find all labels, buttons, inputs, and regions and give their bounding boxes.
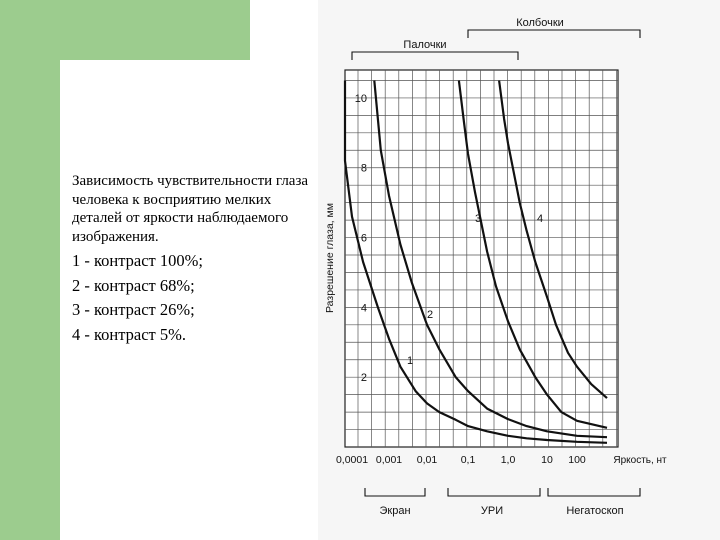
top-bracket-cones xyxy=(467,29,641,38)
region-label-rods: Палочки xyxy=(403,39,446,51)
x-tick-label: 0,0001 xyxy=(336,454,368,466)
x-tick-label: 10 xyxy=(541,454,553,466)
x-tick-label: 0,01 xyxy=(417,454,438,466)
x-tick-label: 1,0 xyxy=(501,454,516,466)
bottom-bracket-negatoscope xyxy=(547,488,641,497)
curve-label-3: 3 xyxy=(475,213,481,225)
y-tick-label: 4 xyxy=(361,302,367,314)
y-axis-label: Разрешение глаза, мм xyxy=(324,203,336,313)
plot-frame xyxy=(344,69,619,448)
legend-item-2: 2 - контраст 68%; xyxy=(72,275,195,295)
curve-label-4: 4 xyxy=(537,213,543,225)
curve-3 xyxy=(457,80,608,429)
legend-item-3: 3 - контраст 26%; xyxy=(72,300,195,319)
top-bracket-rods xyxy=(351,51,519,60)
x-tick-label: 100 xyxy=(568,454,586,466)
legend-item-1: 1 - контраст 100%; xyxy=(72,251,203,270)
green-side-band xyxy=(0,60,60,540)
bottom-region-negatoscope: Негатоскоп xyxy=(566,505,623,517)
y-tick-label: 8 xyxy=(361,163,367,175)
x-tick-label: 0,1 xyxy=(461,454,476,466)
bottom-bracket-uri xyxy=(447,488,541,497)
y-tick-label: 2 xyxy=(361,372,367,384)
curve-label-1: 1 xyxy=(407,355,413,367)
caption-legend: 1 - контраст 100%; 2 - контраст 68%; 3 -… xyxy=(72,249,312,347)
bottom-region-screen: Экран xyxy=(379,505,410,517)
legend-item-4: 4 - контраст 5%. xyxy=(72,324,187,344)
bottom-bracket-screen xyxy=(364,488,426,497)
region-label-cones: Колбочки xyxy=(516,17,564,29)
y-tick-label: 6 xyxy=(361,233,367,245)
curve-label-2: 2 xyxy=(427,309,433,321)
x-axis-label: Яркость, нт xyxy=(613,455,667,466)
curve-4 xyxy=(498,80,608,399)
bottom-region-uri: УРИ xyxy=(481,505,503,517)
x-tick-label: 0,001 xyxy=(376,454,402,466)
curve-2 xyxy=(373,80,608,439)
figure-caption: Зависимость чувствительности глаза челов… xyxy=(72,172,312,347)
y-tick-label: 10 xyxy=(355,93,367,105)
curve-1 xyxy=(343,80,608,444)
caption-title: Зависимость чувствительности глаза челов… xyxy=(72,173,309,245)
green-header-band xyxy=(0,0,250,60)
